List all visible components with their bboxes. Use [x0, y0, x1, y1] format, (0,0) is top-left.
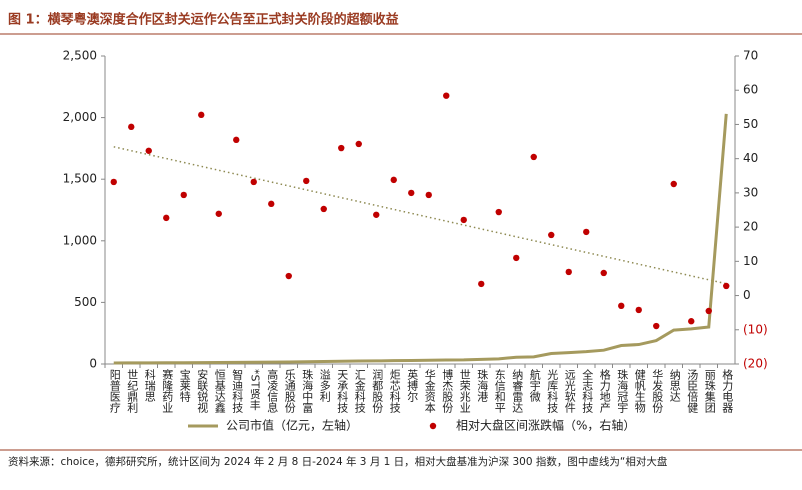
- x-tick-label: 天承科技: [336, 369, 349, 414]
- y2-tick-label: 60: [743, 83, 758, 97]
- x-tick-label: 光库科技: [546, 368, 559, 414]
- return-dot: [408, 189, 415, 197]
- x-tick-label: 炬芯科技: [388, 369, 401, 414]
- y-tick-label: 2,000: [63, 110, 97, 124]
- x-tick-label: 英搏尔: [406, 368, 419, 402]
- return-dot: [548, 231, 555, 239]
- return-dot: [285, 272, 292, 280]
- x-tick-label: 恒基达鑫: [213, 369, 226, 413]
- return-dot: [250, 178, 257, 186]
- x-tick-label: 润都股份: [371, 368, 384, 414]
- y2-tick-label: 20: [743, 220, 758, 234]
- x-tick-label: 珠海港: [476, 368, 489, 402]
- return-dot: [618, 302, 625, 310]
- return-dot: [215, 210, 222, 217]
- x-tick-label: 航宇微: [528, 368, 541, 403]
- legend-dot: [429, 422, 437, 430]
- return-dot: [303, 177, 310, 185]
- return-dot: [530, 153, 537, 161]
- return-dot: [180, 191, 187, 199]
- y2-tick-label: 30: [743, 185, 758, 199]
- x-tick-label: 格力地产: [598, 368, 611, 414]
- x-tick-label: 纳睿雷达: [511, 369, 524, 413]
- x-tick-label: 智迪科技: [231, 368, 244, 414]
- legend-label: 公司市值（亿元，左轴）: [226, 418, 358, 433]
- y2-tick-label: 0: [743, 288, 751, 302]
- x-tick-label: 安联锐视: [196, 368, 209, 413]
- x-tick-label: 珠海中富: [301, 368, 314, 414]
- return-dot: [338, 144, 345, 152]
- return-dot: [583, 228, 590, 236]
- y-tick-label: 1,500: [63, 172, 97, 186]
- return-dot: [443, 92, 450, 99]
- return-dot: [478, 280, 485, 288]
- x-tick-label: 世荣兆业: [458, 369, 471, 413]
- return-dot: [145, 147, 152, 154]
- return-dot: [373, 211, 380, 218]
- return-dot: [495, 208, 502, 216]
- x-tick-label: *ST贤丰: [248, 369, 261, 410]
- y2-tick-label: (10): [743, 322, 768, 336]
- return-dot: [635, 306, 642, 314]
- y2-tick-label: (20): [743, 357, 768, 371]
- y-tick-label: 1,000: [63, 233, 97, 247]
- x-tick-label: 华金资本: [423, 368, 436, 414]
- x-tick-label: 华发股份: [651, 368, 664, 414]
- x-tick-label: 汤臣倍健: [686, 368, 699, 413]
- return-dot: [320, 205, 327, 213]
- return-dot: [110, 178, 117, 186]
- return-dot: [355, 140, 362, 148]
- return-dot: [688, 318, 695, 325]
- return-dot: [670, 180, 677, 188]
- x-tick-label: 高凌信息: [266, 368, 279, 413]
- chart-title: 图 1：横琴粤澳深度合作区封关运作公告至正式封关阶段的超额收益: [8, 12, 399, 28]
- trend-line: [113, 146, 727, 285]
- x-tick-label: 世纪鼎利: [126, 369, 139, 413]
- y2-tick-label: 10: [743, 254, 758, 268]
- x-tick-label: 格力电器: [721, 368, 734, 414]
- y-tick-label: 2,500: [63, 49, 97, 63]
- y-tick-label: 0: [89, 357, 97, 371]
- x-tick-label: 全志科技: [581, 368, 594, 414]
- return-dot: [513, 254, 520, 262]
- return-dot: [653, 322, 660, 330]
- return-dot: [198, 111, 205, 119]
- y-tick-label: 500: [74, 295, 97, 309]
- x-tick-label: 阳普医疗: [108, 369, 121, 414]
- x-tick-label: 丽珠集团: [703, 369, 716, 414]
- x-tick-label: 乐通股份: [283, 369, 296, 414]
- x-tick-label: 远光软件: [563, 369, 576, 414]
- y2-tick-label: 50: [743, 117, 758, 131]
- return-dot: [233, 136, 240, 144]
- x-tick-label: 东信和平: [493, 369, 506, 414]
- return-dot: [425, 191, 432, 199]
- x-tick-label: 赛隆药业: [161, 368, 174, 413]
- x-tick-label: 宝莱特: [178, 368, 191, 402]
- return-dot: [723, 282, 730, 290]
- return-dot: [163, 214, 170, 222]
- x-tick-label: 科瑞思: [143, 368, 156, 402]
- source: 资料来源：choice，德邦研究所，统计区间为 2024 年 2 月 8 日-2…: [8, 455, 668, 468]
- x-tick-label: 纳思达: [668, 369, 681, 402]
- x-tick-label: 珠海冠宇: [616, 368, 629, 413]
- return-dot: [128, 123, 135, 131]
- x-tick-label: 健帆生物: [633, 369, 646, 413]
- return-dot: [565, 268, 572, 276]
- return-dot: [268, 200, 275, 208]
- return-dot: [390, 176, 397, 184]
- x-tick-label: 汇金科技: [353, 369, 366, 414]
- y2-tick-label: 70: [743, 49, 758, 63]
- x-tick-label: 博杰股份: [441, 369, 454, 414]
- x-tick-label: 溢多利: [318, 368, 331, 402]
- legend-label: 相对大盘区间涨跌幅（%，右轴）: [456, 418, 635, 433]
- market-cap-line: [113, 113, 728, 365]
- return-dot: [600, 269, 607, 277]
- return-dot: [705, 307, 712, 315]
- return-dot: [460, 216, 467, 224]
- y2-tick-label: 40: [743, 151, 758, 165]
